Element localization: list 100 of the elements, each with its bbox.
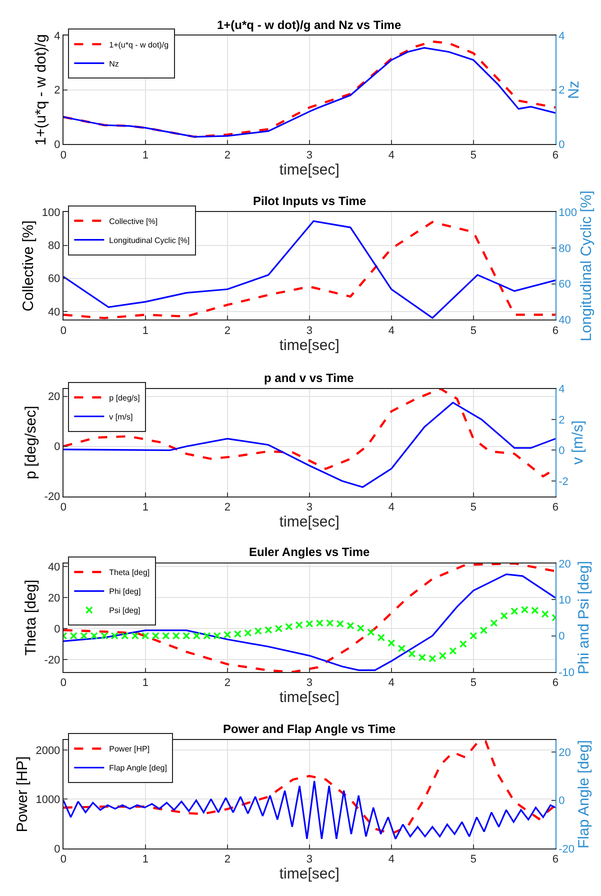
point: [470, 632, 478, 640]
x-tick-label: 5: [470, 502, 476, 514]
legend-label: 1+(u*q - w dot)/g: [109, 40, 169, 50]
x-tick-label: 2: [224, 854, 230, 866]
x-tick-label: 1: [142, 854, 148, 866]
x-tick-label: 4: [388, 854, 394, 866]
x-axis-title: time[sec]: [279, 866, 340, 883]
point: [80, 632, 88, 640]
legend-label: p [deg/s]: [109, 394, 140, 403]
y-axis-title: Power [HP]: [14, 756, 31, 832]
y-tick-label: 40: [48, 306, 60, 318]
point: [203, 632, 211, 640]
point: [142, 632, 150, 640]
point: [306, 620, 314, 628]
point: [162, 632, 170, 640]
legend-label: Power [HP]: [109, 744, 150, 754]
legend-label: Nz: [109, 59, 119, 68]
chart-title: Pilot Inputs vs Time: [253, 194, 366, 208]
y2-tick-label: 0: [558, 630, 565, 643]
y2-tick-label: -2: [558, 476, 568, 488]
point: [182, 632, 190, 640]
x-tick-label: 3: [306, 502, 312, 514]
point: [274, 624, 282, 632]
point: [110, 632, 118, 640]
x-tick-label: 2: [224, 677, 230, 690]
y2-axis-title: Flap Angle [deg]: [576, 740, 593, 848]
x-tick-label: 6: [552, 854, 558, 866]
x-tick-label: 4: [388, 502, 394, 514]
y-axis-title: p [deg/sec]: [22, 406, 40, 480]
point: [438, 652, 446, 660]
x-tick-label: 3: [306, 677, 312, 690]
y-tick-label: 60: [48, 273, 60, 286]
x-tick-label: 6: [552, 324, 558, 337]
x-tick-label: 4: [388, 149, 394, 162]
point: [295, 621, 303, 629]
point: [224, 630, 232, 638]
x-axis-title: time[sec]: [279, 161, 340, 178]
legend-label: Flap Angle [deg]: [109, 764, 167, 773]
point: [490, 619, 498, 627]
x-tick-label: 5: [470, 677, 476, 690]
legend-label: Psi [deg]: [109, 606, 140, 616]
chart-title: 1+(u*q - w dot)/g and Nz vs Time: [217, 18, 402, 32]
y2-tick-label: -20: [558, 843, 575, 856]
line-series: [63, 780, 556, 840]
point: [70, 632, 78, 640]
line-series: [63, 402, 556, 488]
point: [367, 628, 375, 636]
legend-label: Phi [deg]: [109, 587, 141, 596]
point: [520, 606, 528, 614]
y2-tick-label: 2: [558, 84, 565, 97]
x-axis-title: time[sec]: [279, 514, 340, 531]
point: [326, 619, 334, 627]
y2-axis-title: v [m/s]: [569, 420, 586, 465]
point: [131, 632, 139, 640]
point: [172, 632, 180, 640]
y2-tick-label: 4: [558, 384, 565, 396]
y-tick-label: 2000: [36, 744, 60, 757]
y2-tick-label: 10: [558, 594, 571, 606]
x-tick-label: 4: [388, 324, 394, 337]
line-series: [63, 740, 556, 835]
y2-tick-label: 0: [558, 138, 565, 151]
x-tick-label: 2: [224, 149, 230, 162]
point: [121, 632, 129, 640]
x-tick-label: 5: [470, 149, 476, 162]
y2-tick-label: 60: [558, 278, 571, 291]
y-tick-label: 0: [54, 138, 60, 151]
legend-label: Collective [%]: [109, 216, 158, 226]
y2-tick-label: 100: [558, 207, 577, 220]
y2-tick-label: 20: [558, 746, 571, 759]
point: [152, 632, 160, 640]
x-tick-label: 6: [552, 677, 558, 690]
point: [428, 654, 436, 662]
legend-label: Theta [deg]: [109, 568, 150, 578]
point: [234, 630, 242, 638]
x-tick-label: 3: [306, 854, 312, 866]
x-tick-label: 5: [470, 324, 476, 337]
point: [459, 640, 467, 648]
point: [254, 627, 262, 635]
point: [418, 654, 426, 662]
point: [377, 634, 385, 642]
point: [408, 650, 416, 658]
y-tick-label: 2: [54, 84, 60, 97]
x-tick-label: 2: [224, 324, 230, 337]
legend-label: v [m/s]: [109, 412, 133, 422]
y-axis-title: Theta [deg]: [22, 580, 40, 656]
y2-tick-label: 0: [558, 445, 565, 458]
point: [346, 622, 354, 630]
y-tick-label: 80: [48, 240, 60, 252]
x-tick-label: 2: [224, 502, 230, 514]
point: [100, 632, 108, 640]
y-tick-label: 0: [54, 843, 60, 856]
point: [449, 647, 457, 655]
y-tick-label: 0: [54, 441, 60, 454]
x-tick-label: 6: [552, 502, 558, 514]
point: [480, 626, 488, 634]
y2-tick-label: 0: [558, 795, 565, 808]
y-tick-label: 100: [42, 207, 60, 220]
chart-title: p and v vs Time: [264, 371, 354, 385]
y-tick-label: -20: [44, 491, 60, 504]
x-tick-label: 4: [388, 677, 394, 690]
